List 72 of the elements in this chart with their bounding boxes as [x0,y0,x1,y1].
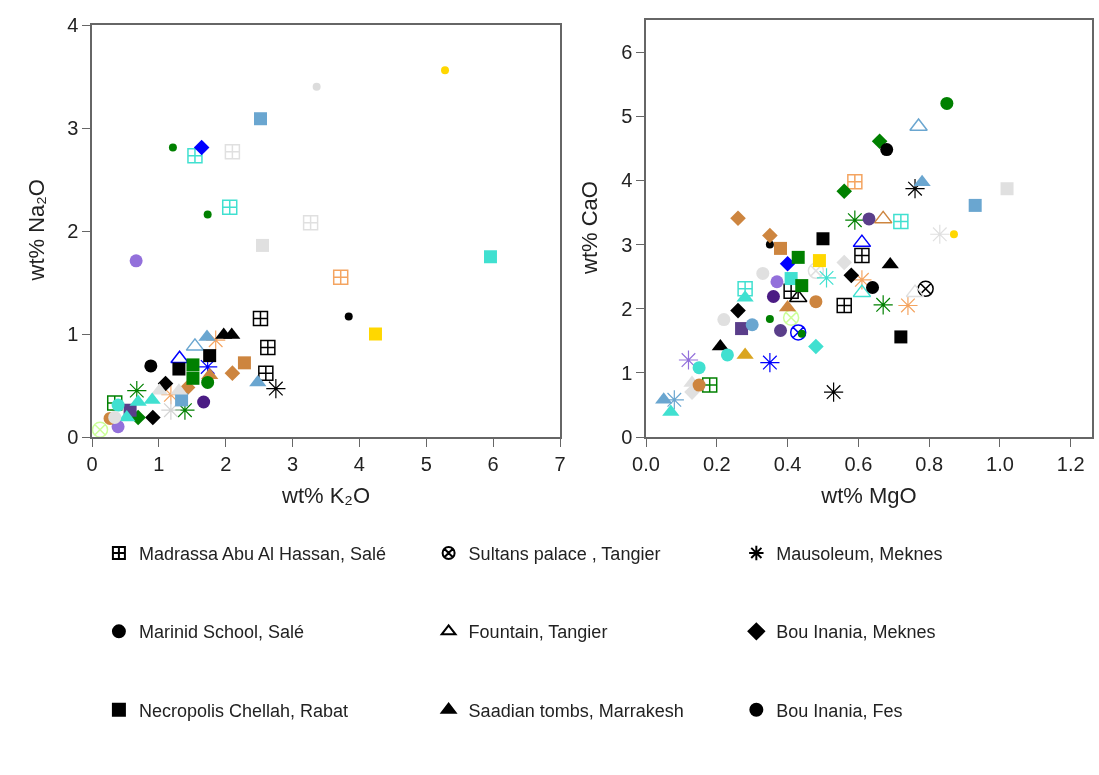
x-tick-label: 4 [353,452,365,475]
x-tick-label: 0.8 [915,452,944,475]
legend-label: Marinid School, Salé [138,622,304,643]
y-axis-title: wt% CaO [577,181,602,275]
point [108,410,122,424]
point [170,350,189,364]
point [678,349,699,371]
y-tick-label: 3 [67,117,79,139]
point [224,143,241,160]
x-axis-title: wt% K₂O [281,483,370,509]
x-tick-label: 0 [86,452,98,475]
point [252,310,269,327]
x-tick-label: 0.0 [632,452,660,475]
point [302,215,319,231]
x-tick-label: 0.6 [844,452,873,475]
x-tick-label: 2 [220,452,232,475]
point [770,275,784,289]
x-axis-title: wt% MgO [820,483,917,509]
y-tick-label: 1 [67,323,79,345]
point [766,290,780,303]
y-tick-label: 6 [621,41,633,64]
point [258,365,274,381]
legend-label: Bou Inania, Meknes [776,622,936,643]
y-tick-label: 4 [67,14,79,36]
point [782,309,800,326]
legend-label: Madrassa Abu Al Hassan, Salé [138,543,387,564]
point [160,400,182,421]
x-tick-label: 0.4 [773,452,802,475]
point [312,82,321,91]
point [368,327,382,341]
point [441,66,450,75]
x-tick-label: 7 [554,452,566,475]
legend-label: Saadian tombs, Marrakesh [468,700,684,721]
legend-label: Bou Inania, Fes [776,700,903,721]
y-tick-label: 0 [621,426,633,448]
x-tick-label: 1.0 [986,452,1014,475]
x-tick-label: 3 [287,452,299,475]
point [197,395,211,409]
point [774,324,788,337]
point [255,238,269,252]
y-tick-label: 2 [67,220,79,242]
point [205,329,226,351]
legend-label: Sultans palace , Tangier [468,543,661,564]
point [224,365,241,381]
point [854,247,870,264]
x-tick-label: 1.2 [1056,452,1085,475]
point [118,409,136,422]
y-tick-label: 2 [621,297,633,320]
point [260,339,276,356]
point [765,314,774,323]
y-tick-label: 1 [621,361,633,384]
legend-label: Necropolis Chellah, Rabat [138,700,349,721]
x-tick-label: 6 [487,452,499,475]
point [836,297,852,314]
x-tick-label: 5 [420,452,432,475]
y-tick-label: 5 [621,105,633,128]
y-tick-label: 4 [621,169,633,192]
x-tick-label: 0.2 [702,452,731,475]
point [91,421,109,439]
point [949,230,958,239]
point [203,210,212,219]
point [862,212,876,226]
y-tick-label: 0 [67,426,79,448]
legend-label: Fountain, Tangier [468,622,608,643]
point [897,295,919,316]
x-tick-label: 1 [153,452,165,475]
y-tick-label: 3 [621,233,633,256]
point [168,143,177,152]
point [129,254,143,268]
y-axis-title: wt% Na₂O [23,179,49,282]
legend-label: Mausoleum, Meknes [776,543,943,564]
point [812,254,826,268]
